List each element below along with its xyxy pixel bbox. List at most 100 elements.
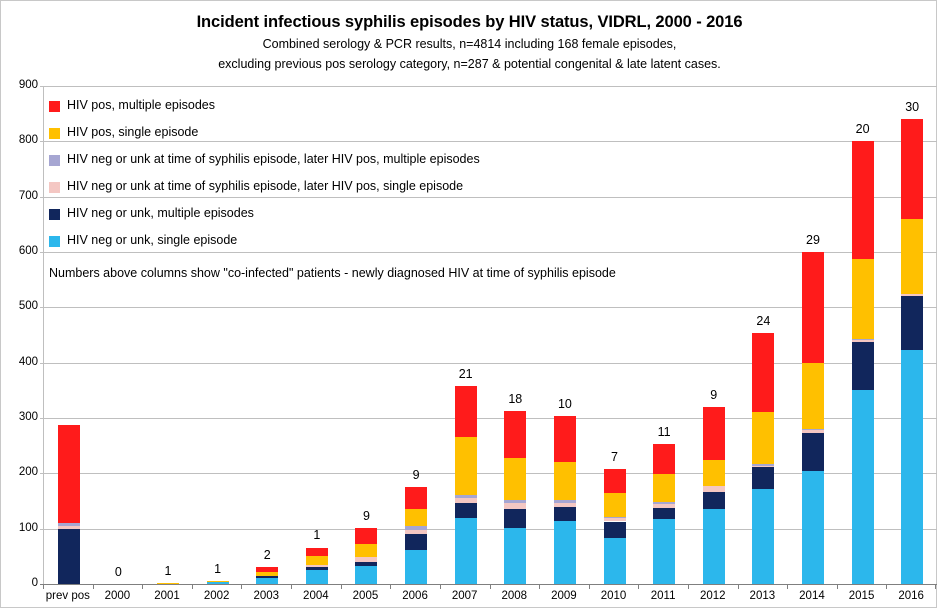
bar-segment[interactable]	[405, 549, 428, 584]
bar-segment[interactable]	[801, 430, 824, 433]
bar-segment[interactable]	[901, 296, 924, 350]
bar-column[interactable]	[57, 86, 80, 584]
bar-segment[interactable]	[901, 118, 924, 219]
bar-segment[interactable]	[603, 521, 626, 538]
bar-column[interactable]	[752, 86, 775, 584]
bar-segment[interactable]	[851, 342, 874, 391]
bar-segment[interactable]	[57, 526, 80, 529]
bar-segment[interactable]	[801, 432, 824, 471]
bar-segment[interactable]	[752, 411, 775, 465]
bar-column[interactable]	[305, 86, 328, 584]
bar-segment[interactable]	[752, 467, 775, 490]
bar-segment[interactable]	[256, 577, 279, 584]
bar-column[interactable]	[504, 86, 527, 584]
bar-segment[interactable]	[504, 509, 527, 528]
bar-segment[interactable]	[901, 294, 924, 297]
bar-segment[interactable]	[603, 492, 626, 517]
bar-segment[interactable]	[801, 428, 824, 431]
bar-column[interactable]	[901, 86, 924, 584]
bar-segment[interactable]	[405, 529, 428, 535]
bar-segment[interactable]	[57, 424, 80, 523]
bar-segment[interactable]	[454, 498, 477, 504]
bar-segment[interactable]	[157, 582, 180, 584]
bar-column[interactable]	[702, 86, 725, 584]
bar-segment[interactable]	[504, 499, 527, 504]
bar-segment[interactable]	[653, 474, 676, 503]
bar-column[interactable]	[355, 86, 378, 584]
bar-column[interactable]	[801, 86, 824, 584]
bar-segment[interactable]	[752, 333, 775, 412]
bar-segment[interactable]	[851, 390, 874, 584]
bar-segment[interactable]	[355, 561, 378, 566]
bar-column[interactable]	[157, 86, 180, 584]
bar-segment[interactable]	[801, 362, 824, 429]
bar-segment[interactable]	[305, 569, 328, 584]
bar-segment[interactable]	[603, 468, 626, 493]
bar-segment[interactable]	[603, 516, 626, 519]
bar-segment[interactable]	[553, 415, 576, 463]
bar-segment[interactable]	[702, 486, 725, 493]
bar-column[interactable]	[553, 86, 576, 584]
bar-segment[interactable]	[851, 258, 874, 339]
bar-segment[interactable]	[504, 527, 527, 584]
bar-segment[interactable]	[504, 503, 527, 510]
bar-segment[interactable]	[752, 465, 775, 468]
bar-segment[interactable]	[553, 499, 576, 503]
bar-segment[interactable]	[653, 508, 676, 519]
bar-segment[interactable]	[454, 385, 477, 438]
bar-segment[interactable]	[57, 522, 80, 527]
bar-segment[interactable]	[454, 517, 477, 584]
bar-column[interactable]	[653, 86, 676, 584]
bar-column[interactable]	[603, 86, 626, 584]
bar-segment[interactable]	[702, 492, 725, 509]
bar-segment[interactable]	[851, 340, 874, 343]
bar-segment[interactable]	[206, 580, 229, 582]
bar-segment[interactable]	[305, 556, 328, 566]
bar-segment[interactable]	[355, 557, 378, 562]
bar-column[interactable]	[405, 86, 428, 584]
bar-segment[interactable]	[355, 527, 378, 545]
bar-segment[interactable]	[504, 411, 527, 459]
bar-column[interactable]	[256, 86, 279, 584]
bar-segment[interactable]	[901, 349, 924, 584]
bar-segment[interactable]	[653, 504, 676, 509]
bar-segment[interactable]	[405, 486, 428, 510]
bar-segment[interactable]	[702, 406, 725, 461]
bar-segment[interactable]	[305, 565, 328, 567]
bar-segment[interactable]	[256, 571, 279, 577]
bar-segment[interactable]	[405, 526, 428, 530]
bar-segment[interactable]	[801, 252, 824, 363]
bar-segment[interactable]	[553, 462, 576, 500]
bar-segment[interactable]	[553, 502, 576, 507]
bar-segment[interactable]	[752, 489, 775, 584]
bar-segment[interactable]	[57, 528, 80, 584]
bar-column[interactable]	[454, 86, 477, 584]
bar-segment[interactable]	[454, 437, 477, 496]
bar-segment[interactable]	[504, 458, 527, 500]
bar-segment[interactable]	[603, 537, 626, 584]
bar-segment[interactable]	[256, 576, 279, 578]
bar-segment[interactable]	[851, 141, 874, 259]
bar-segment[interactable]	[801, 470, 824, 584]
bar-segment[interactable]	[355, 565, 378, 584]
bar-segment[interactable]	[454, 503, 477, 518]
bar-segment[interactable]	[752, 464, 775, 466]
bar-segment[interactable]	[553, 506, 576, 521]
bar-segment[interactable]	[405, 509, 428, 527]
bar-segment[interactable]	[256, 567, 279, 572]
bar-segment[interactable]	[206, 581, 229, 584]
bar-segment[interactable]	[653, 502, 676, 505]
bar-segment[interactable]	[603, 518, 626, 522]
bar-segment[interactable]	[305, 566, 328, 570]
bar-segment[interactable]	[553, 520, 576, 584]
bar-segment[interactable]	[355, 544, 378, 558]
bar-segment[interactable]	[702, 460, 725, 487]
bar-segment[interactable]	[702, 508, 725, 584]
bar-column[interactable]	[851, 86, 874, 584]
bar-segment[interactable]	[851, 338, 874, 340]
bar-segment[interactable]	[653, 444, 676, 475]
bar-segment[interactable]	[405, 534, 428, 550]
bar-segment[interactable]	[454, 495, 477, 499]
bar-segment[interactable]	[305, 547, 328, 557]
bar-segment[interactable]	[901, 218, 924, 294]
